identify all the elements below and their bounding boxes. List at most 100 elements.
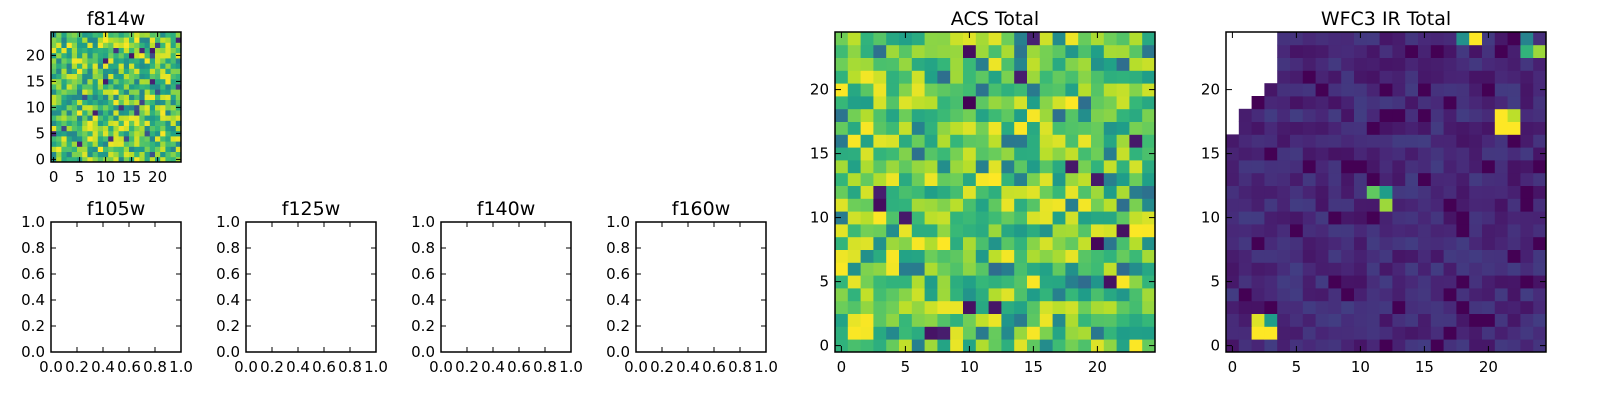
heatmap-cell: [71, 73, 78, 80]
heatmap-cell: [56, 42, 62, 48]
heatmap-cell: [835, 288, 849, 302]
heatmap-cell: [1302, 57, 1316, 71]
heatmap-cell: [66, 104, 73, 111]
heatmap-cell: [97, 115, 104, 121]
heatmap-cell: [1405, 44, 1419, 58]
heatmap-cell: [1238, 300, 1252, 314]
heatmap-cell: [1341, 288, 1355, 302]
heatmap-cell: [97, 130, 104, 137]
heatmap-cell: [139, 146, 145, 152]
heatmap-cell: [1341, 326, 1355, 340]
heatmap-cell: [873, 339, 887, 353]
heatmap-cell: [1494, 211, 1508, 225]
heatmap-cell: [847, 198, 861, 212]
heatmap-cell: [1251, 160, 1265, 174]
heatmap-cell: [1014, 198, 1028, 212]
heatmap-cell: [1418, 224, 1432, 238]
heatmap-cell: [1392, 275, 1406, 289]
heatmap-cell: [1469, 147, 1483, 161]
heatmap-cell: [1001, 70, 1015, 84]
heatmap-cell: [71, 42, 78, 48]
heatmap-cell: [899, 339, 913, 353]
heatmap-cell: [1052, 96, 1066, 110]
heatmap-cell: [1052, 300, 1066, 314]
heatmap-cell: [170, 146, 177, 152]
heatmap-cell: [108, 115, 114, 121]
heatmap-cell: [71, 63, 78, 69]
heatmap-cell: [1290, 211, 1304, 225]
heatmap-cell: [1482, 160, 1496, 174]
heatmap-cell: [1251, 108, 1265, 122]
heatmap-cell: [175, 120, 182, 126]
heatmap-cell: [56, 58, 62, 64]
heatmap-cell: [1277, 44, 1291, 58]
heatmap-cell: [160, 52, 166, 59]
heatmap-cell: [1238, 108, 1252, 122]
heatmap-cell: [1341, 185, 1355, 199]
heatmap-cell: [975, 172, 989, 186]
heatmap-cell: [1315, 160, 1329, 174]
heatmap-cell: [170, 94, 177, 100]
heatmap-cell: [82, 146, 88, 152]
heatmap-cell: [937, 262, 951, 276]
heatmap-cell: [1328, 134, 1342, 148]
heatmap-cell: [860, 313, 874, 327]
heatmap-cell: [1065, 160, 1079, 174]
heatmap-cell: [1142, 32, 1156, 46]
heatmap-cell: [149, 115, 156, 121]
heatmap-cell: [155, 115, 161, 121]
heatmap-cell: [937, 339, 951, 353]
heatmap-cell: [1091, 185, 1105, 199]
heatmap-cell: [87, 68, 93, 74]
heatmap-cell: [92, 115, 99, 121]
heatmap-cell: [899, 96, 913, 110]
x-tick-label: 0.8: [728, 358, 752, 376]
heatmap-cell: [1302, 224, 1316, 238]
heatmap-cell: [1129, 32, 1143, 46]
heatmap-cell: [1001, 147, 1015, 161]
heatmap-cell: [71, 104, 78, 111]
heatmap-cell: [1366, 275, 1380, 289]
heatmap-cell: [1226, 300, 1240, 314]
heatmap-cell: [963, 313, 977, 327]
heatmap-cell: [886, 236, 900, 250]
heatmap-cell: [160, 78, 166, 85]
heatmap-cell: [1494, 339, 1508, 353]
heatmap-cell: [1520, 249, 1534, 263]
heatmap-cell: [1520, 172, 1534, 186]
heatmap-cell: [175, 141, 182, 147]
heatmap-cell: [1103, 339, 1117, 353]
heatmap-cell: [1456, 57, 1470, 71]
heatmap-cell: [134, 136, 140, 142]
panel-title: f814w: [87, 8, 146, 30]
heatmap-cell: [886, 96, 900, 110]
heatmap-cell: [1264, 275, 1278, 289]
heatmap-cell: [1014, 300, 1028, 314]
heatmap-cell: [149, 89, 156, 95]
y-tick-label: 5: [819, 273, 829, 291]
heatmap-cell: [1103, 70, 1117, 84]
heatmap-cell: [129, 68, 135, 74]
heatmap-cell: [1443, 211, 1457, 225]
heatmap-cell: [1129, 249, 1143, 263]
heatmap-cell: [170, 89, 177, 95]
heatmap-cell: [1091, 198, 1105, 212]
heatmap-cell: [1315, 172, 1329, 186]
heatmap-cell: [1507, 121, 1521, 135]
heatmap-cell: [1354, 262, 1368, 276]
heatmap-cell: [66, 78, 73, 85]
heatmap-cell: [1091, 160, 1105, 174]
heatmap-cell: [1456, 275, 1470, 289]
heatmap-cell: [1533, 44, 1547, 58]
heatmap-cell: [108, 146, 114, 152]
heatmap-cell: [165, 136, 171, 142]
heatmap-cell: [1065, 211, 1079, 225]
heatmap-cell: [975, 160, 989, 174]
heatmap-cell: [1328, 185, 1342, 199]
heatmap-cell: [103, 130, 109, 137]
heatmap-cell: [129, 94, 135, 100]
heatmap-cell: [1507, 300, 1521, 314]
heatmap-cell: [165, 42, 171, 48]
heatmap-cell: [975, 44, 989, 58]
heatmap-cell: [1226, 288, 1240, 302]
